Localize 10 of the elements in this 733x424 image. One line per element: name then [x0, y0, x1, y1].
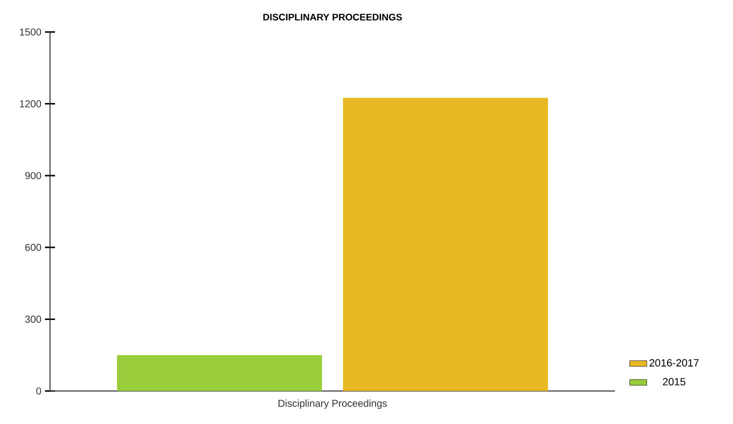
y-tick-label: 1200	[20, 100, 42, 108]
y-tick-label: 600	[25, 244, 42, 251]
chart-title: DISCIPLINARY PROCEEDINGS	[263, 14, 402, 20]
x-tick-label: Disciplinary Proceedings	[278, 400, 387, 409]
legend-label: 2016-2017	[650, 359, 699, 367]
y-tick-label: 0	[36, 387, 42, 395]
y-tick-label: 1500	[20, 28, 42, 36]
y-tick-label: 900	[25, 172, 42, 180]
legend-label: 2015	[662, 378, 686, 386]
y-tick-label: 300	[25, 316, 42, 323]
